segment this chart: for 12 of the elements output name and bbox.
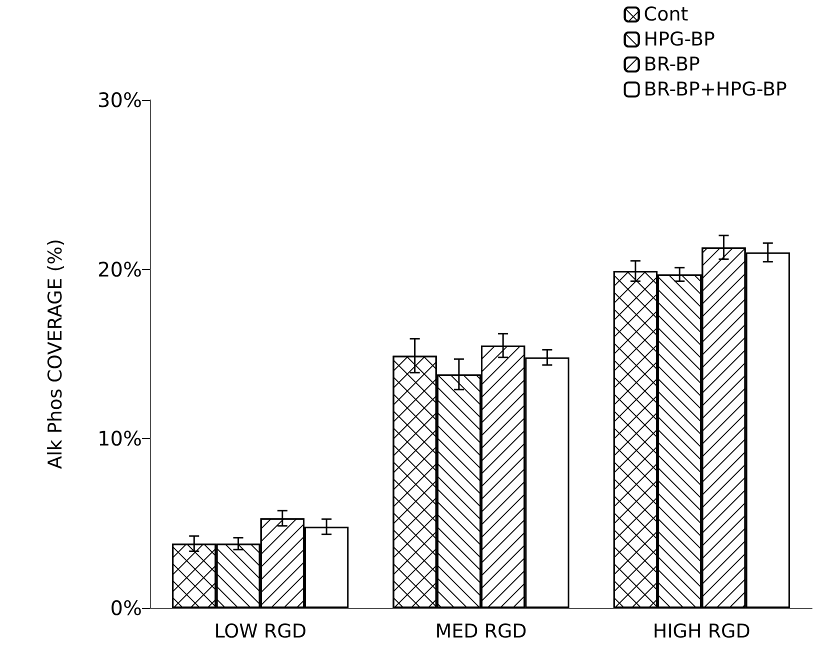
y-tick-label: 0% bbox=[110, 596, 142, 620]
x-tick-label: HIGH RGD bbox=[652, 620, 750, 642]
legend-label: BR-BP+HPG-BP bbox=[644, 78, 788, 100]
y-tick-label: 20% bbox=[98, 257, 142, 282]
y-axis-title: Alk Phos COVERAGE (%) bbox=[44, 238, 66, 470]
y-tick-label: 10% bbox=[98, 426, 142, 451]
legend-label: Cont bbox=[644, 4, 688, 26]
x-tick-label: MED RGD bbox=[435, 620, 527, 642]
y-tick-label: 30% bbox=[98, 88, 142, 112]
legend-label: BR-BP bbox=[644, 54, 700, 76]
x-tick-label: LOW RGD bbox=[214, 620, 306, 642]
legend-label: HPG-BP bbox=[644, 28, 715, 50]
